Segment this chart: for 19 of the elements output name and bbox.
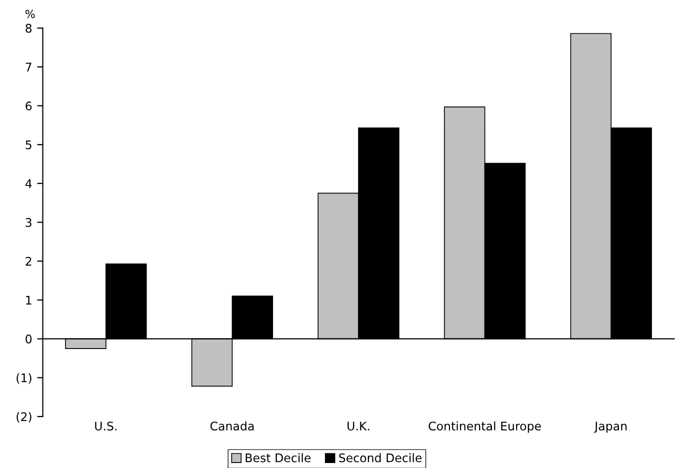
y-axis-title: % xyxy=(25,10,35,18)
x-tick-label: U.S. xyxy=(95,422,116,431)
y-tick-label: (2) xyxy=(16,412,32,423)
legend-label: Second Decile xyxy=(339,453,422,462)
x-tick-label: Continental Europe xyxy=(428,421,541,433)
y-tick-label: 1 xyxy=(26,296,32,304)
y-tick-label: 5 xyxy=(26,140,32,150)
y-tick-label: 0 xyxy=(26,334,32,344)
legend-label: Best Decile xyxy=(246,453,311,462)
y-tick-label: 3 xyxy=(26,218,32,227)
y-tick-label: (1) xyxy=(16,373,32,384)
x-tick-label: Canada xyxy=(210,421,254,431)
y-tick-label: 2 xyxy=(26,256,32,266)
y-tick-label: 7 xyxy=(26,62,32,72)
x-tick-label: U.K. xyxy=(348,422,370,431)
x-tick-label: Japan xyxy=(594,422,627,433)
y-tick-label: 6 xyxy=(26,101,32,110)
y-tick-label: 4 xyxy=(25,179,32,188)
y-tick-label: 8 xyxy=(26,24,32,33)
